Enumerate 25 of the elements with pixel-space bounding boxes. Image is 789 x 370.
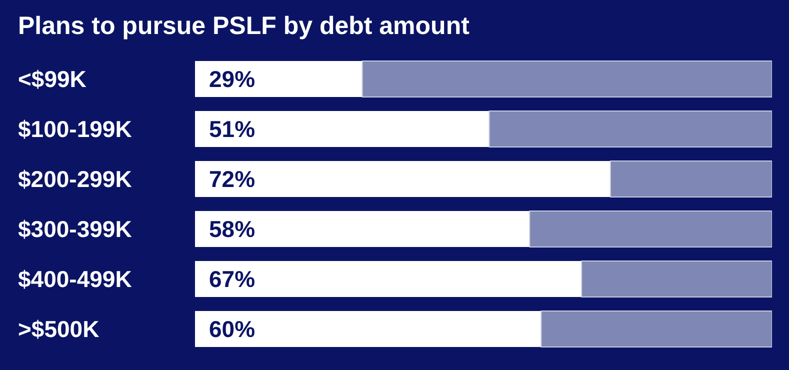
- bar: [195, 161, 610, 197]
- y-tick-label: $100-199K: [18, 116, 132, 142]
- y-tick-label: $400-499K: [18, 266, 132, 292]
- data-label: 72%: [209, 166, 256, 192]
- bar: [195, 311, 542, 347]
- bar: [488, 110, 772, 148]
- data-label: 60%: [209, 316, 256, 342]
- bar: [195, 61, 362, 97]
- data-label: 67%: [209, 266, 256, 292]
- y-tick-label: $200-299K: [18, 166, 132, 192]
- bar: [610, 160, 772, 198]
- y-tick-label: <$99K: [18, 66, 87, 92]
- y-tick-label: >$500K: [18, 316, 100, 342]
- bar: [195, 261, 582, 297]
- data-label: 58%: [209, 216, 256, 242]
- bar: [581, 260, 772, 298]
- bar: [195, 111, 490, 147]
- bar: [540, 310, 772, 348]
- bar: [362, 60, 772, 98]
- bar: [529, 210, 772, 248]
- bar: [195, 211, 530, 247]
- chart-title: Plans to pursue PSLF by debt amount: [18, 12, 470, 41]
- data-label: 29%: [209, 66, 256, 92]
- data-label: 51%: [209, 116, 256, 142]
- y-tick-label: $300-399K: [18, 216, 132, 242]
